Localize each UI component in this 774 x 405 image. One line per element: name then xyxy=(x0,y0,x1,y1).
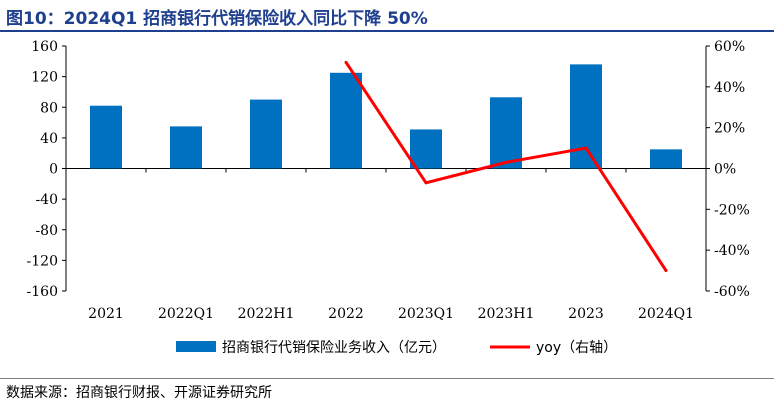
bar xyxy=(170,126,202,169)
bar xyxy=(490,97,522,169)
right-tick-label: -40% xyxy=(714,243,750,259)
chart: 160 120 80 40 0 -40 -80 -120 -160 60% 40% 20% 0% -20%… xyxy=(27,39,750,356)
right-tick-label: 20% xyxy=(714,121,745,137)
bar xyxy=(570,64,602,169)
bar xyxy=(250,99,282,169)
source-divider xyxy=(0,378,774,379)
legend-bar-label: 招商银行代销保险业务收入（亿元） xyxy=(222,340,446,356)
yoy-point xyxy=(504,160,508,164)
bar xyxy=(650,149,682,169)
left-tick-label: -120 xyxy=(27,253,58,269)
chart-title: 图10：2024Q1 招商银行代销保险收入同比下降 50% xyxy=(6,9,428,29)
left-tick-label: 160 xyxy=(31,39,58,55)
left-tick-label: -160 xyxy=(27,284,58,300)
right-tick-label: -20% xyxy=(714,202,750,218)
left-tick-label: 120 xyxy=(31,70,58,86)
left-tick-label: 0 xyxy=(49,162,58,178)
right-tick-label: 60% xyxy=(714,39,745,55)
left-tick-label: 40 xyxy=(40,131,58,147)
x-tick-label: 2022 xyxy=(328,306,364,322)
x-tick-label: 2022H1 xyxy=(238,306,295,322)
legend-line-label: yoy（右轴） xyxy=(536,340,617,356)
bar xyxy=(330,72,362,169)
yoy-point xyxy=(584,146,588,150)
x-tick-label: 2023H1 xyxy=(478,306,535,322)
yoy-point xyxy=(664,269,668,273)
right-tick-label: 0% xyxy=(714,162,736,178)
bar xyxy=(410,129,442,169)
right-tick-label: 40% xyxy=(714,80,745,96)
x-tick-label: 2021 xyxy=(88,306,124,322)
left-tick-label: -80 xyxy=(35,223,58,239)
x-tick-label: 2023 xyxy=(568,306,604,322)
left-tick-label: 80 xyxy=(40,100,58,116)
right-tick-label: -60% xyxy=(714,284,750,300)
yoy-point xyxy=(424,181,428,185)
x-tick-label: 2023Q1 xyxy=(398,306,454,322)
x-tick-label: 2022Q1 xyxy=(158,306,214,322)
source-note: 数据来源：招商银行财报、开源证券研究所 xyxy=(6,385,272,401)
bar xyxy=(90,105,122,169)
x-tick-label: 2024Q1 xyxy=(638,306,694,322)
legend-bar-swatch xyxy=(176,341,216,352)
title-divider xyxy=(0,30,774,32)
left-tick-label: -40 xyxy=(35,192,58,208)
yoy-point xyxy=(344,60,348,64)
